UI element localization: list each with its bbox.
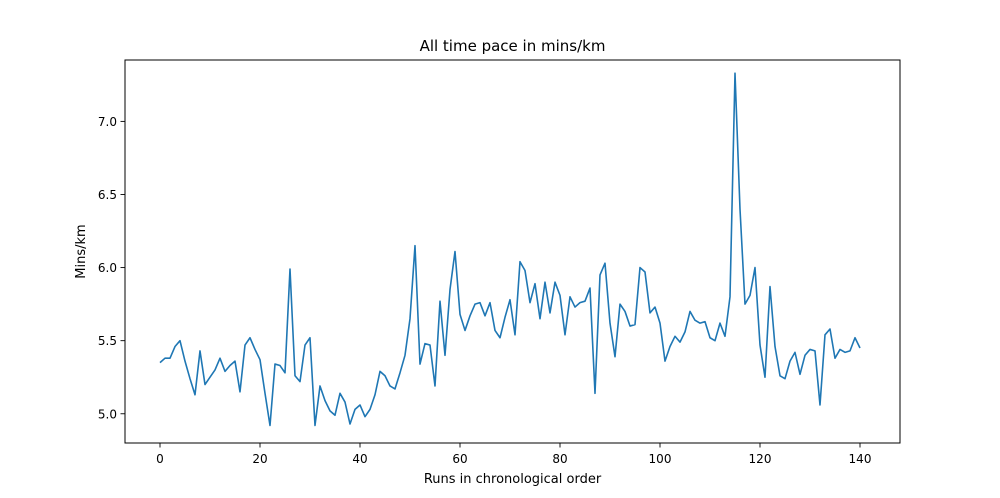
plot-area [124,59,901,444]
y-tick-label: 5.0 [98,407,117,421]
x-tick-label: 0 [156,452,164,466]
y-tick-label: 6.5 [98,188,117,202]
y-tick-label: 7.0 [98,115,117,129]
plot-frame [124,59,901,444]
x-tick-label: 60 [452,452,467,466]
x-tick-label: 100 [649,452,672,466]
x-axis: 0 20 40 60 80 100 120 140 [156,443,871,466]
series-line [159,72,861,427]
y-tick-label: 5.5 [98,334,117,348]
y-tick-label: 6.0 [98,261,117,275]
x-tick-label: 120 [749,452,772,466]
y-axis-label: Mins/km [74,224,89,278]
x-tick-label: 140 [849,452,872,466]
chart-title: All time pace in mins/km [420,37,606,55]
x-tick-label: 80 [552,452,567,466]
x-axis-label: Runs in chronological order [424,472,602,487]
series-layer [159,72,861,427]
x-tick-label: 40 [352,452,367,466]
y-axis: 5.0 5.5 6.0 6.5 7.0 [98,115,125,421]
x-tick-label: 20 [252,452,267,466]
